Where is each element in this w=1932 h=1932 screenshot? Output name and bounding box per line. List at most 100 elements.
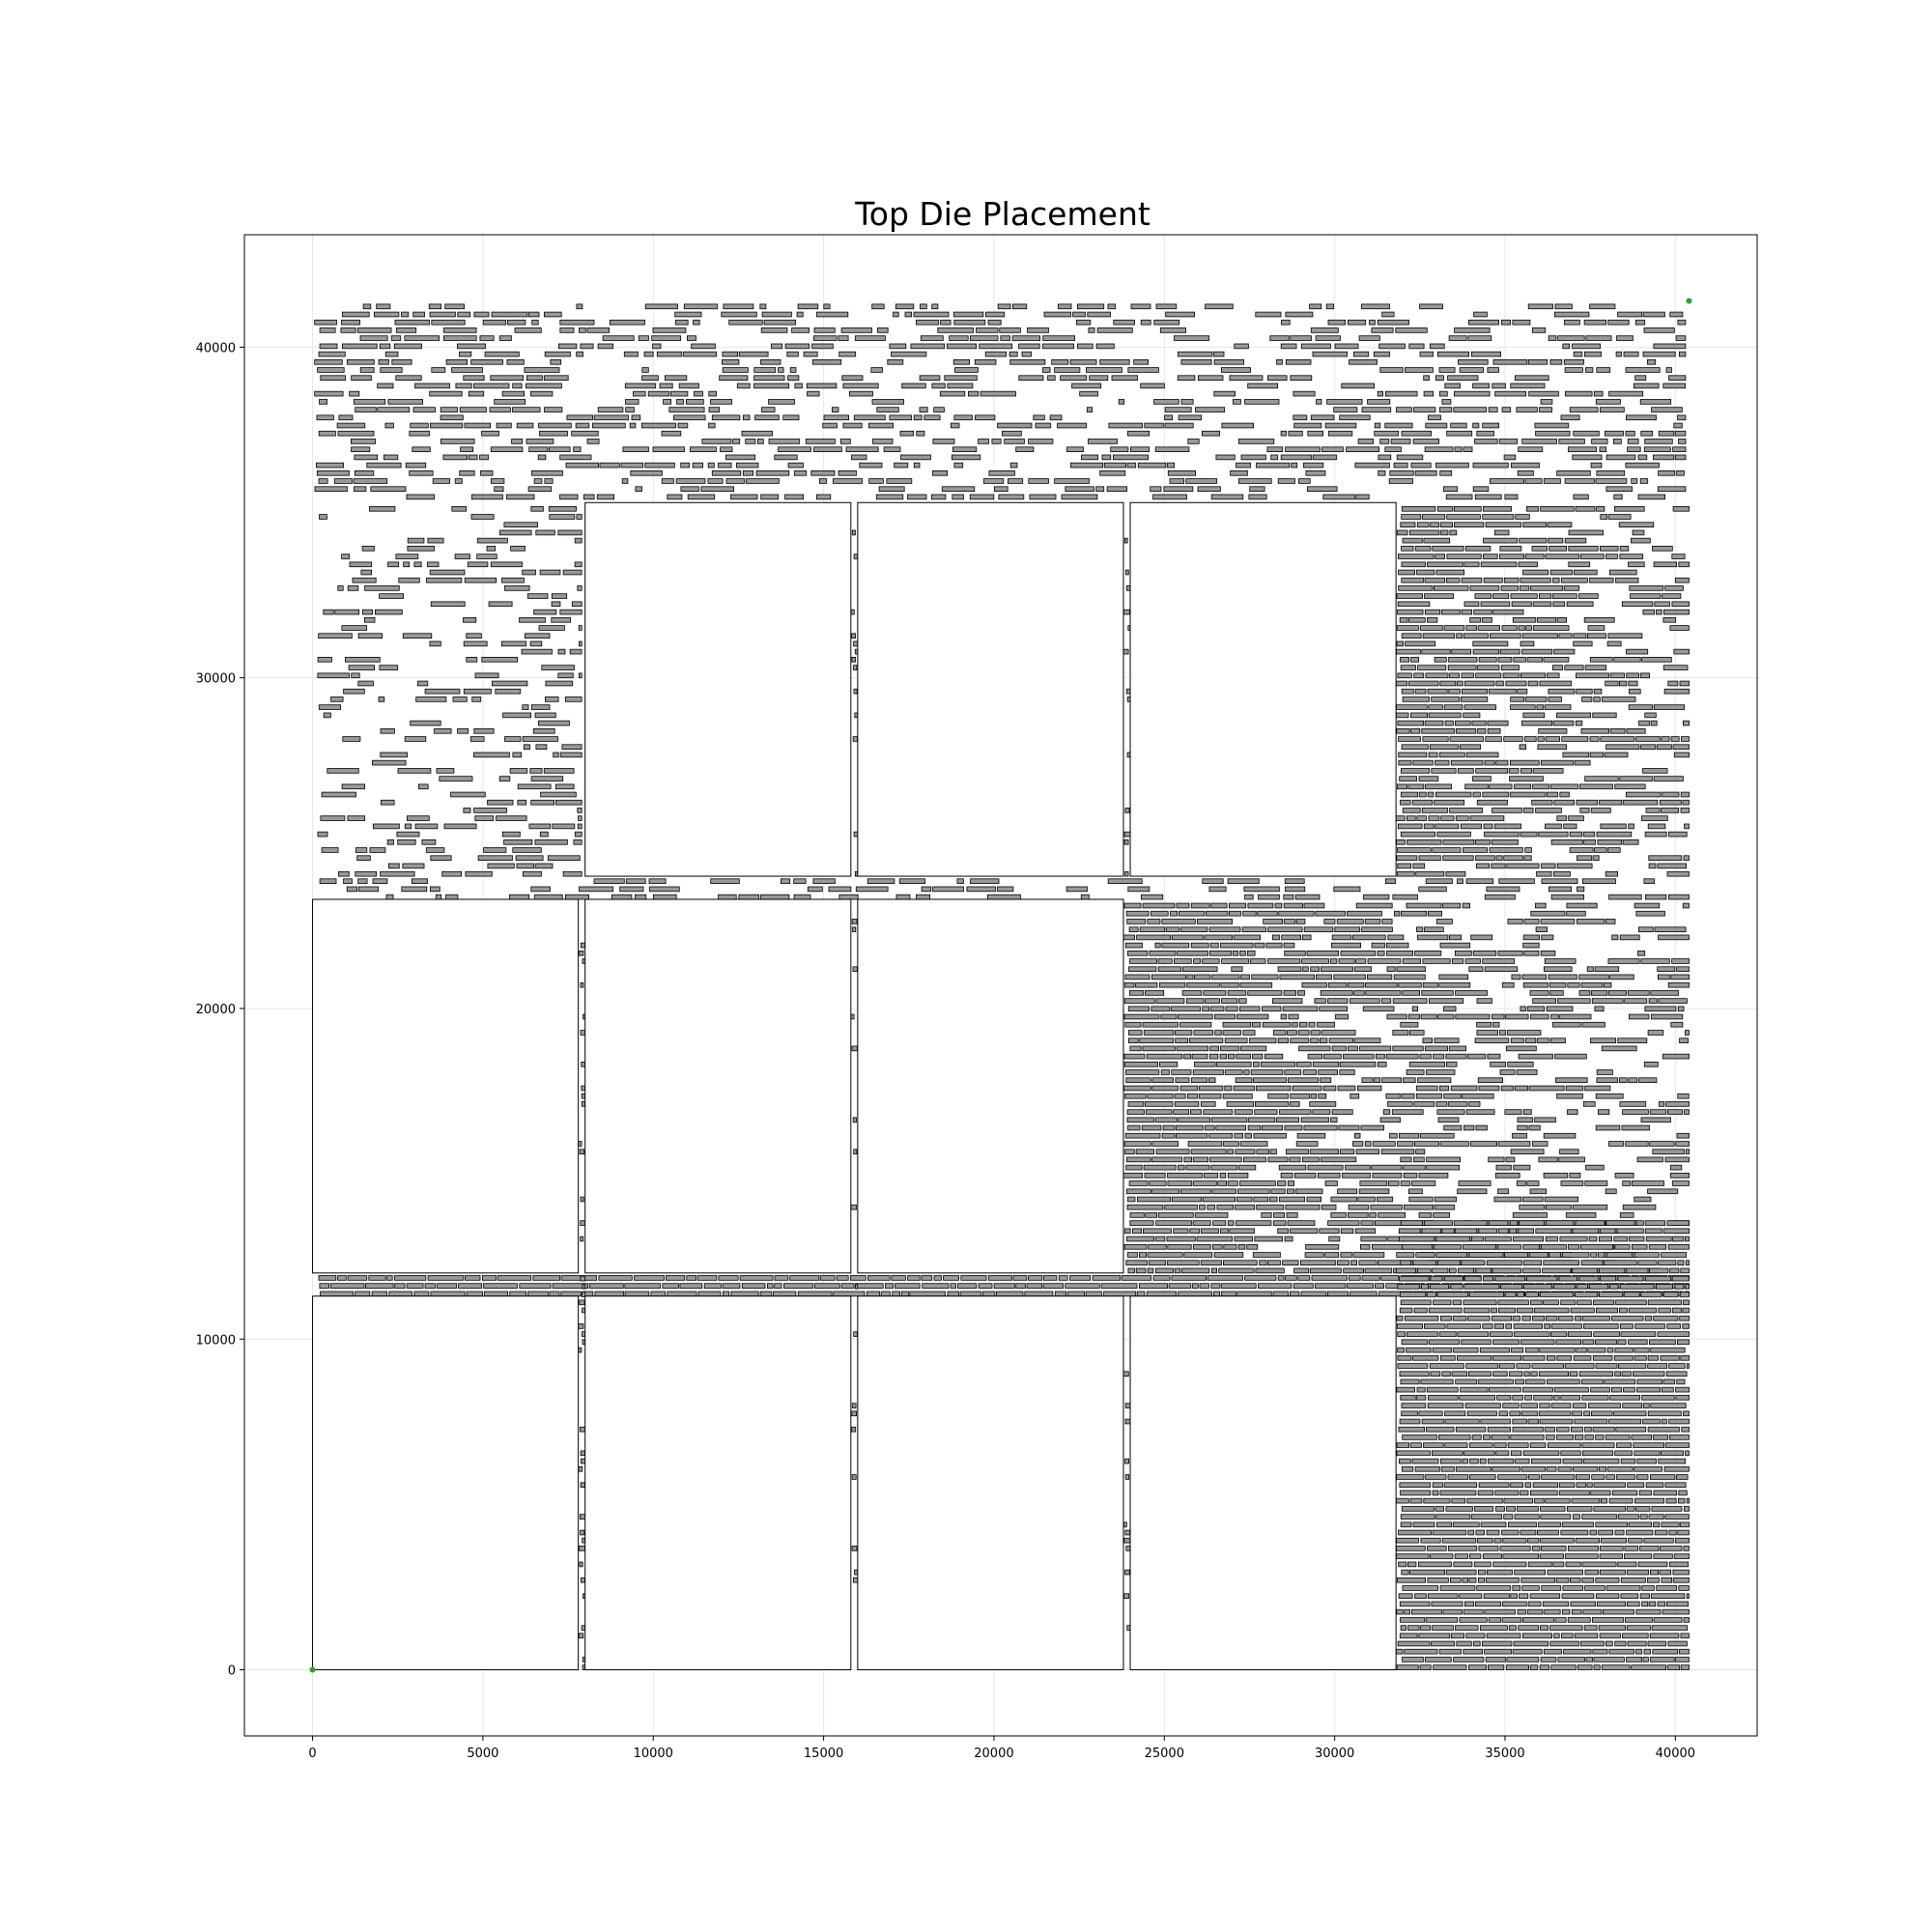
cell [1465,1633,1486,1639]
cell [573,446,582,452]
cell [1581,1021,1605,1028]
cell [1499,648,1520,655]
cell [1463,680,1495,687]
cell [1550,1013,1559,1020]
cell [1618,1077,1628,1084]
cell [1208,1053,1219,1060]
cell [1339,1149,1355,1155]
cell [1468,1292,1504,1297]
cell [650,1291,667,1297]
cell [1508,1625,1517,1631]
cell [1249,1037,1277,1044]
cell [1140,383,1165,389]
cell [1473,609,1492,615]
cell [1221,422,1255,429]
cell [1461,1260,1486,1266]
cell [1333,974,1366,980]
cell [1569,1371,1578,1378]
cell [1258,1283,1293,1289]
cell [1600,514,1608,520]
cell [1673,1553,1690,1559]
cell [1334,926,1361,932]
cell [728,319,763,326]
cell [1530,585,1564,591]
cell [987,894,1021,900]
cell [1399,1482,1432,1489]
cell [644,462,675,469]
cell [1544,958,1577,964]
cell [1307,486,1338,492]
cell [1593,688,1603,695]
cell [1307,1164,1344,1171]
cell [1371,1164,1403,1171]
cell [1643,878,1656,884]
cell [730,1291,759,1297]
cell [1619,1212,1634,1218]
cell [343,878,353,884]
cell [1642,311,1665,318]
cell [1421,728,1456,734]
cell [436,768,455,774]
cell [561,744,582,750]
cell [1521,1355,1546,1361]
cell [1504,1109,1522,1115]
cell [1512,1395,1523,1401]
cell [1656,609,1662,615]
cell [625,399,639,405]
cell [1537,744,1568,750]
cell [1284,878,1305,884]
cell [1340,1228,1354,1235]
cell [1041,367,1051,373]
cell [1444,1418,1480,1425]
cell [1402,1585,1439,1591]
cell [1634,1450,1661,1457]
cell [1400,657,1410,663]
cell [1164,407,1192,412]
cell [1629,1013,1650,1020]
cell [1596,506,1605,512]
cell [1396,966,1426,972]
cell [1470,934,1493,941]
cell [893,311,899,318]
cell [473,752,510,758]
cell [1250,1069,1284,1075]
cell [1606,1347,1614,1353]
cell [538,422,572,429]
cell [1505,680,1527,687]
cell [743,414,751,421]
cell [1619,546,1630,552]
cell [1631,1180,1664,1186]
cell [1236,1013,1269,1020]
cell [1384,422,1413,429]
cell [1516,1363,1531,1369]
cell [1373,351,1390,357]
cell [1240,454,1266,461]
cell [1544,1426,1555,1433]
cell [933,1275,942,1281]
cell [1399,1307,1413,1314]
cell [1244,399,1280,405]
cell [1547,791,1558,798]
cell [871,303,885,310]
cell [1255,1267,1285,1274]
cell [1404,1608,1410,1615]
cell [1670,974,1690,980]
cell [923,414,941,421]
cell [1636,1386,1661,1393]
cell [579,1299,585,1306]
cell [1293,414,1308,421]
cell [532,1275,560,1281]
cell [1576,1482,1586,1489]
cell [623,351,639,357]
cell [1269,1196,1278,1203]
cell [477,855,513,861]
cell [1543,657,1570,663]
cell [1521,720,1553,726]
cell [1416,926,1424,932]
cell [755,469,790,476]
cell [725,454,756,461]
cell [1211,1244,1223,1250]
cell [1202,1006,1209,1012]
cell [1461,1339,1492,1346]
cell [315,462,344,469]
